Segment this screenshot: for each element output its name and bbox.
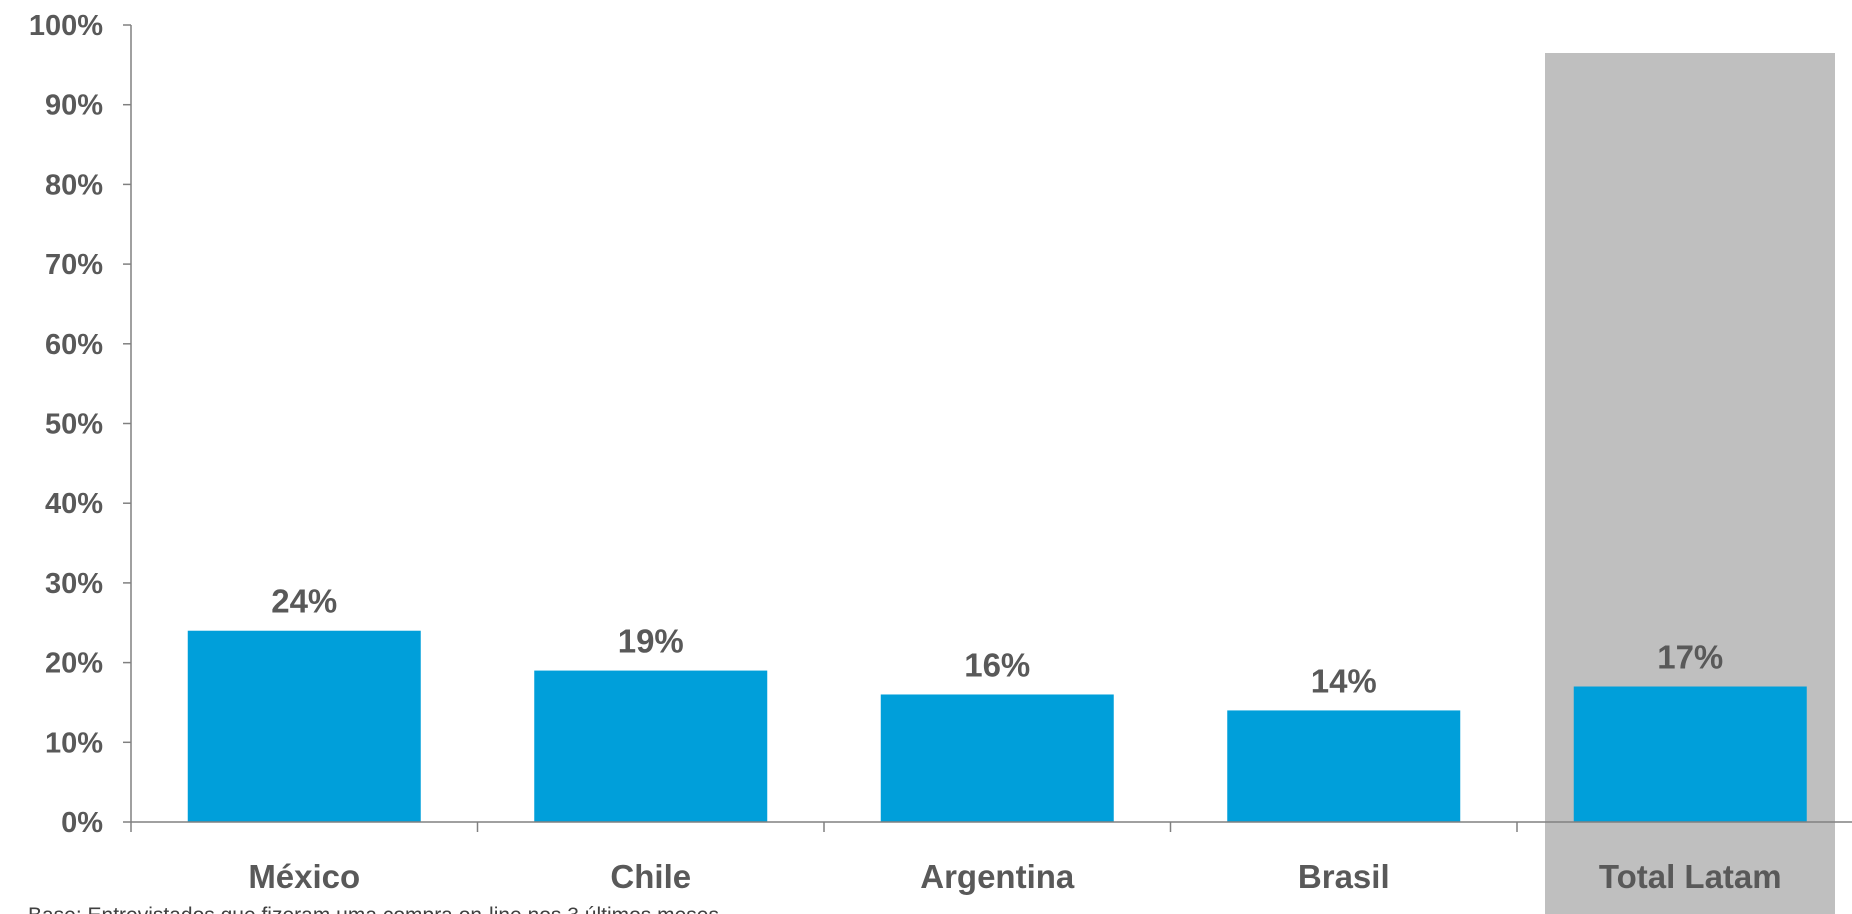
y-tick-label: 90% bbox=[45, 90, 103, 122]
y-tick-label: 40% bbox=[45, 488, 103, 520]
data-label: 16% bbox=[964, 646, 1030, 683]
labels: 0% 10% 20% 30% 40% 50% 60% 70% 80% 90% 100% 24% Méxi… bbox=[29, 10, 1782, 895]
y-tick-label: 100% bbox=[29, 10, 103, 42]
y-tick-label: 50% bbox=[45, 409, 103, 441]
bars bbox=[187, 630, 1807, 822]
y-tick-label: 0% bbox=[61, 807, 103, 839]
data-label: 19% bbox=[618, 623, 684, 660]
bar bbox=[534, 670, 768, 822]
footnote: Base: Entrevistados que fizeram uma comp… bbox=[28, 904, 719, 914]
bar bbox=[1227, 710, 1461, 822]
data-label: 24% bbox=[271, 583, 337, 620]
y-tick-label: 60% bbox=[45, 329, 103, 361]
category-label: Argentina bbox=[920, 858, 1075, 895]
y-tick-label: 10% bbox=[45, 727, 103, 759]
y-tick-label: 70% bbox=[45, 249, 103, 281]
axes bbox=[123, 24, 1852, 832]
category-label: Brasil bbox=[1298, 858, 1390, 895]
bar bbox=[880, 694, 1114, 822]
data-label: 14% bbox=[1311, 662, 1377, 699]
data-label: 17% bbox=[1657, 639, 1723, 676]
category-label: México bbox=[248, 858, 360, 895]
category-label: Chile bbox=[610, 858, 691, 895]
y-tick-label: 80% bbox=[45, 169, 103, 201]
y-tick-label: 30% bbox=[45, 568, 103, 600]
category-label: Total Latam bbox=[1599, 858, 1782, 895]
bar bbox=[1573, 686, 1807, 822]
y-tick-label: 20% bbox=[45, 648, 103, 680]
bar bbox=[187, 630, 421, 822]
